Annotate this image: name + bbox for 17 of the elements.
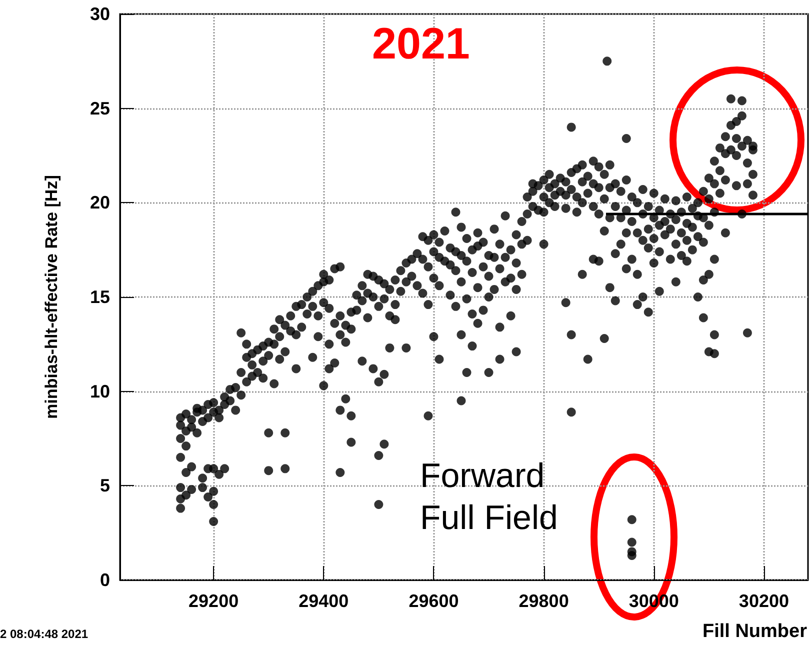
- annotation: 2021: [372, 20, 470, 68]
- y-tick-label: 15: [90, 287, 110, 307]
- y-axis-title: minbias-hlt-effective Rate [Hz]: [42, 175, 61, 419]
- x-tick-label: 30200: [738, 591, 789, 611]
- y-tick-label: 0: [100, 570, 110, 590]
- x-tick-label: 29800: [518, 591, 569, 611]
- y-tick-label: 5: [100, 476, 110, 496]
- y-tick-label: 25: [90, 98, 110, 118]
- y-tick-label: 20: [90, 192, 110, 213]
- x-tick-label: 29200: [188, 591, 239, 611]
- y-tick-label: 10: [90, 381, 110, 402]
- x-tick-label: 29600: [408, 591, 459, 611]
- x-tick-label: 29400: [298, 591, 349, 611]
- annotation: Forward Full Field: [420, 457, 558, 537]
- text: 2 08:04:48 2021: [0, 627, 88, 641]
- y-tick-label: 30: [90, 4, 110, 24]
- x-axis-title: Fill Number: [702, 621, 808, 642]
